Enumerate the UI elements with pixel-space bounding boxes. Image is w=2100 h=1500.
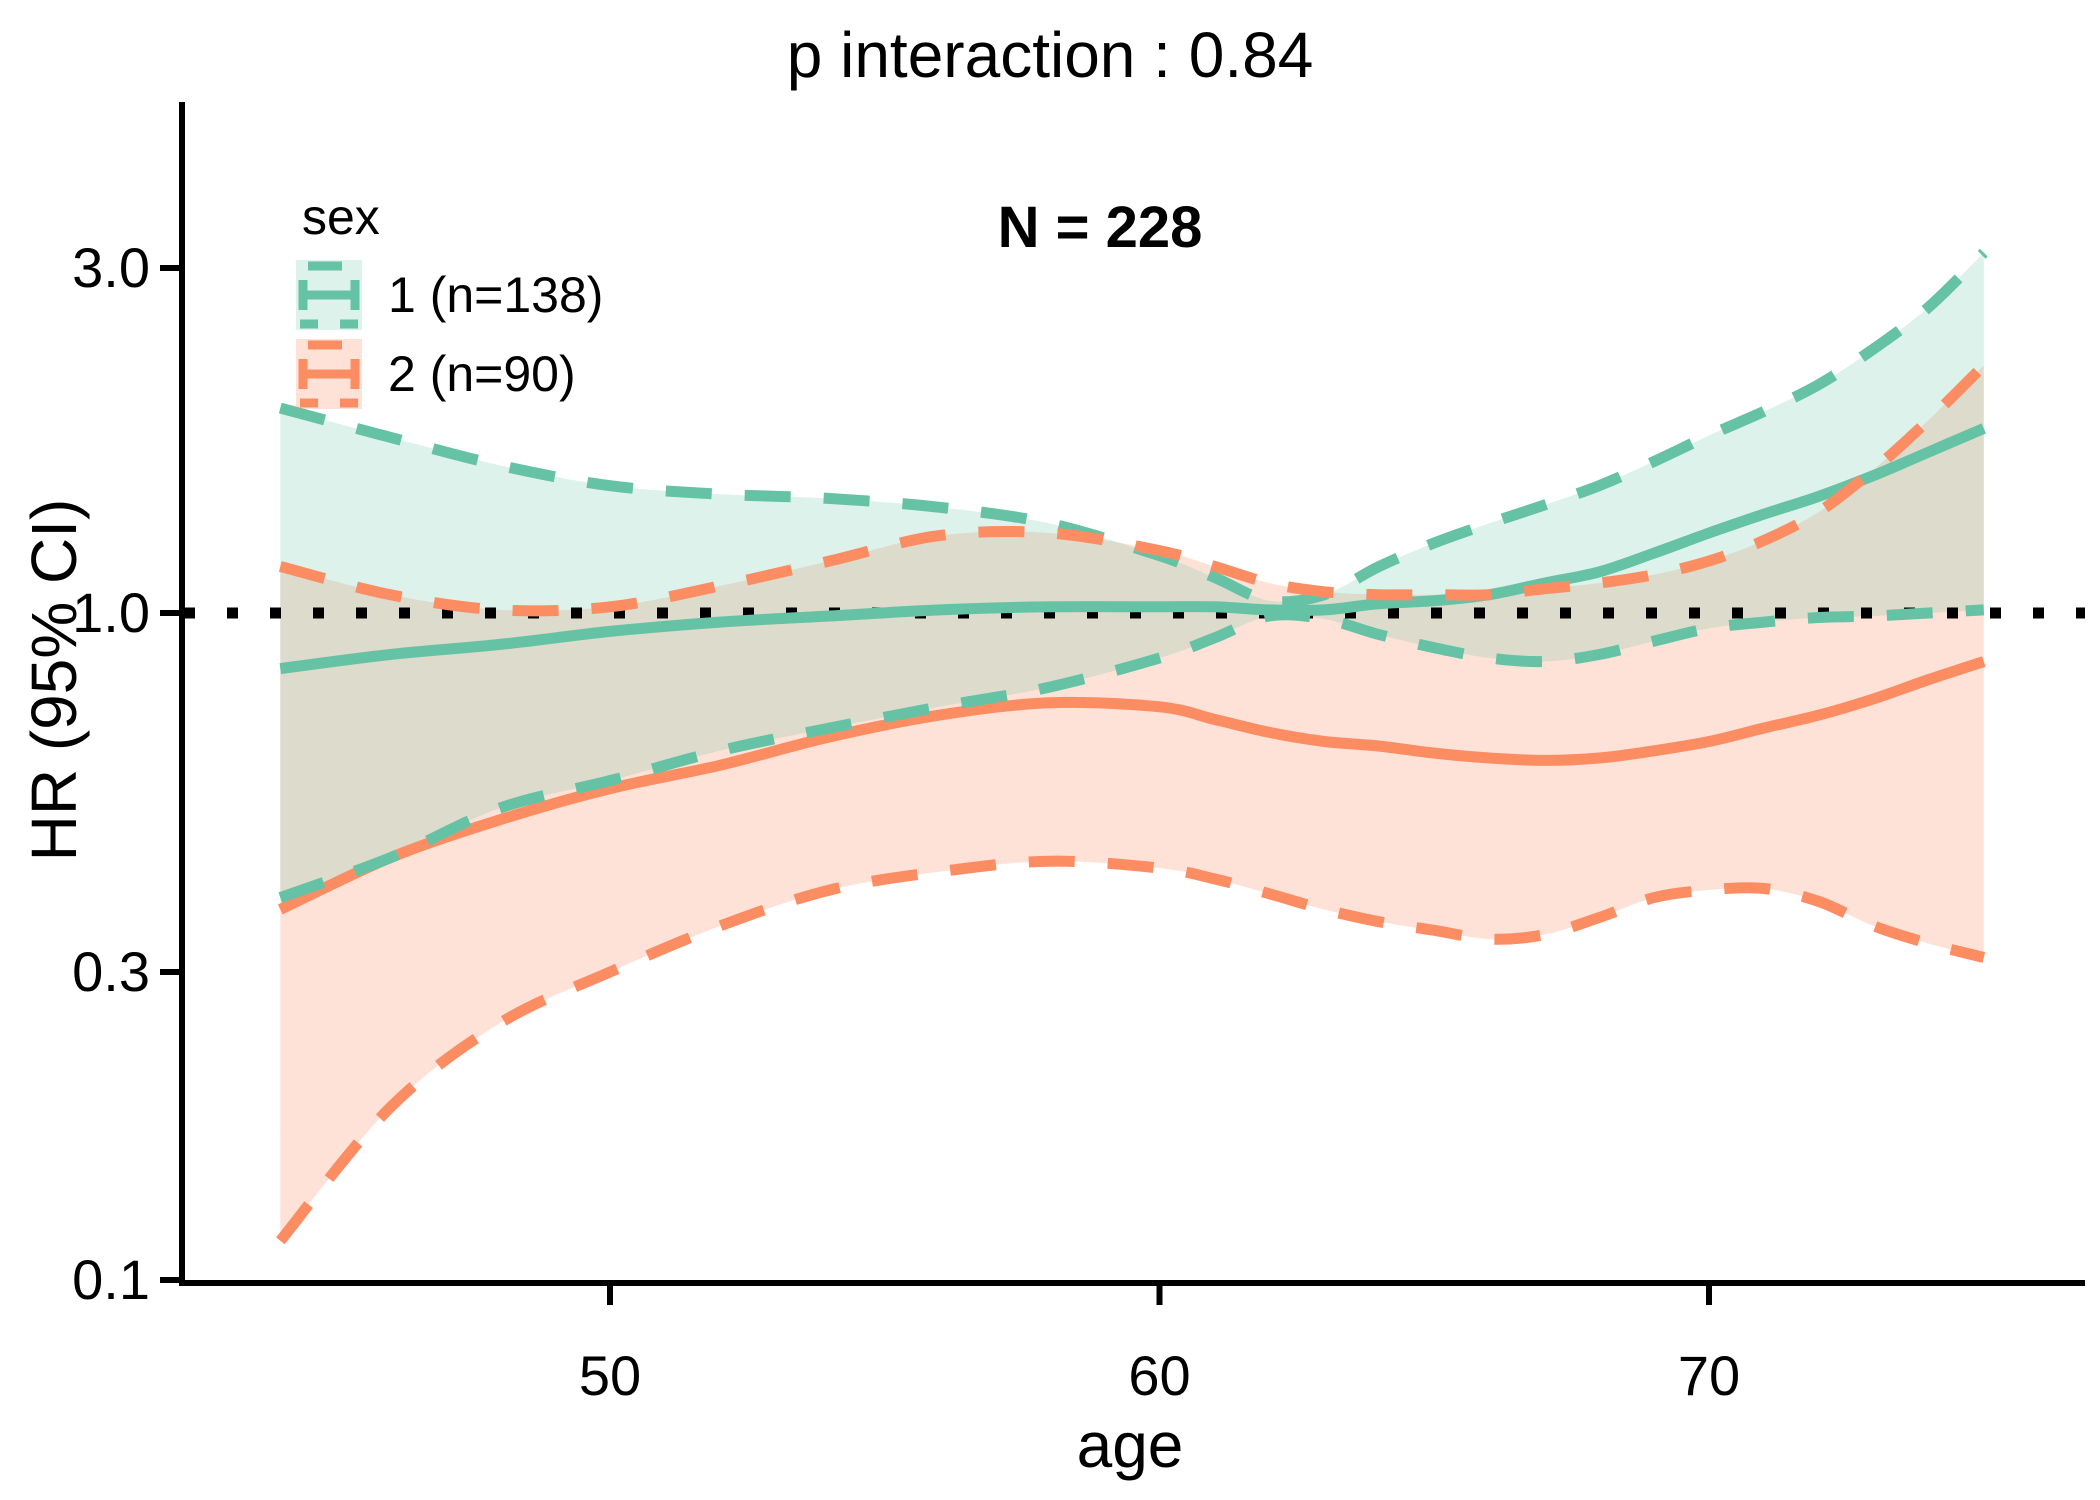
- x-tick-label: 50: [579, 1344, 641, 1407]
- y-tick-label: 0.3: [72, 940, 150, 1003]
- chart-title: p interaction : 0.84: [786, 19, 1314, 91]
- ci-upper-line-sex2: [278, 361, 1988, 617]
- legend: sex 1 (n=138) 2 (n=90): [296, 188, 603, 418]
- y-tick-label: 3.0: [72, 236, 150, 299]
- x-axis-title: age: [1076, 1409, 1184, 1481]
- x-tick-label: 60: [1128, 1344, 1190, 1407]
- legend-label-sex1: 1 (n=138): [388, 267, 604, 323]
- ci-lower-line-sex1: [278, 604, 1985, 903]
- legend-key-sex2-glyph: [296, 339, 362, 409]
- ci-lower-line-sex2: [276, 855, 1986, 1245]
- ci-ribbon-sex1: [280, 252, 1984, 898]
- y-axis-title: HR (95% CI): [18, 498, 90, 862]
- legend-item-sex2: 2 (n=90): [296, 339, 603, 409]
- y-tick-label: 1.0: [72, 581, 150, 644]
- legend-title: sex: [302, 189, 380, 245]
- ci-ribbon-sex2: [280, 365, 1984, 1241]
- ci-upper-line-sex1: [278, 248, 1988, 608]
- sample-size-annotation: N = 228: [997, 195, 1203, 260]
- x-tick-label: 70: [1678, 1344, 1740, 1407]
- estimate-line-sex2: [277, 656, 1986, 915]
- y-tick-label: 0.1: [72, 1248, 150, 1311]
- legend-item-sex1: 1 (n=138): [296, 260, 603, 330]
- legend-label-sex2: 2 (n=90): [388, 346, 576, 402]
- legend-key-sex1-glyph: [296, 260, 362, 330]
